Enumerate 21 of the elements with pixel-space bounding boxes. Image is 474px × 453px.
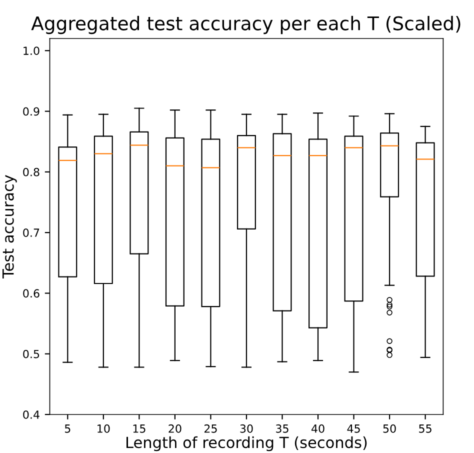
- x-tick-label: 25: [204, 424, 217, 433]
- y-tick-label: 0.9: [23, 107, 40, 116]
- y-tick-label: 0.6: [23, 289, 40, 298]
- x-tick-label: 35: [276, 424, 288, 433]
- y-tick-label: 0.4: [23, 410, 40, 419]
- chart-title: Aggregated test accuracy per each T (Scaled): [31, 16, 460, 34]
- x-tick-label: 50: [383, 424, 396, 433]
- x-axis-title: Length of recording T (seconds): [126, 436, 367, 452]
- y-tick-label: 0.5: [23, 350, 40, 358]
- x-tick-label: 30: [240, 424, 253, 433]
- y-tick-label: 1.0: [24, 46, 40, 56]
- x-tick-label: 10: [98, 424, 110, 433]
- x-tick-label: 5: [64, 424, 70, 433]
- x-tick-label: 15: [133, 424, 146, 433]
- y-tick-label: 0.7: [23, 228, 40, 237]
- x-tick-label: 55: [419, 424, 432, 433]
- x-tick-label: 45: [347, 424, 360, 433]
- y-tick-label: 0.8: [23, 168, 40, 176]
- x-tick-label: 20: [168, 424, 182, 433]
- y-axis-title: Test accuracy: [2, 175, 17, 278]
- x-tick-label: 40: [311, 424, 324, 433]
